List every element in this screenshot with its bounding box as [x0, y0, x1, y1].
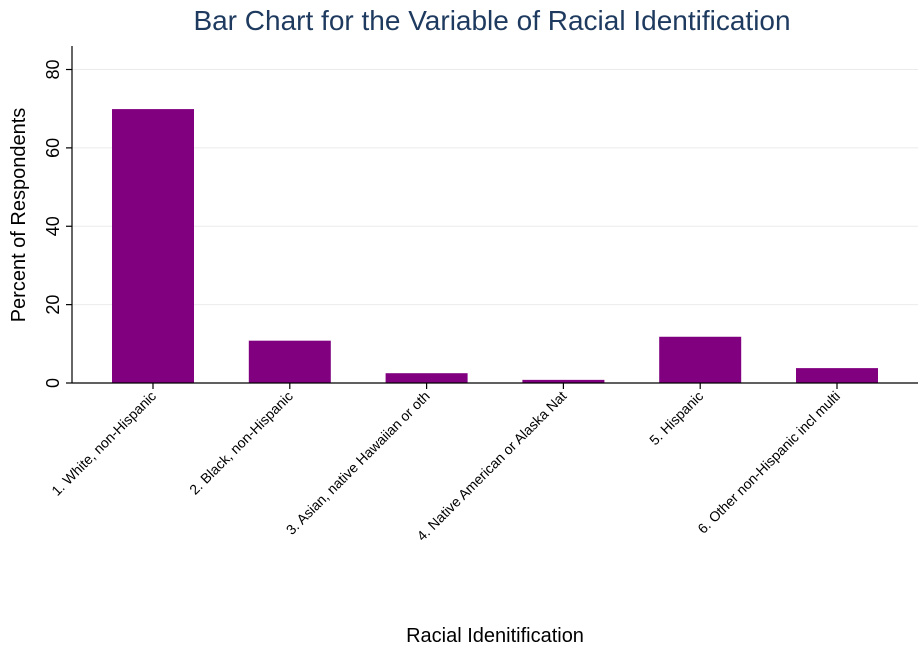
bar	[248, 340, 331, 383]
axes	[71, 46, 918, 384]
x-axis-label: Racial Idenitification	[406, 625, 584, 647]
bar	[385, 373, 468, 383]
y-tick-label: 60	[43, 138, 63, 158]
x-tick-label: 1. White, non-Hispanic	[48, 388, 159, 499]
y-tick-label: 20	[43, 295, 63, 315]
bar	[522, 379, 605, 383]
y-axis-label: Percent of Respondents	[8, 108, 30, 323]
bar	[796, 368, 878, 383]
x-tick-label: 6. Other non-Hispanic incl multi	[694, 388, 843, 537]
grid-lines	[72, 69, 918, 306]
x-tick-label: 2. Black, non-Hispanic	[186, 388, 296, 498]
bar	[112, 109, 194, 383]
y-tick-label: 40	[43, 216, 63, 236]
y-tick-label: 0	[43, 378, 63, 388]
chart-title: Bar Chart for the Variable of Racial Ide…	[193, 5, 790, 36]
x-ticks: 1. White, non-Hispanic 2. Black, non-Hisp…	[48, 383, 843, 544]
y-tick-label: 80	[43, 59, 63, 79]
x-tick-label: 3. Asian, native Hawaiian or oth	[283, 388, 433, 538]
x-tick-label: 5. Hispanic	[646, 388, 706, 448]
bars	[112, 109, 878, 383]
x-tick-label: 4. Native American or Alaska Nat	[413, 388, 569, 544]
y-ticks: 0 20 40 60 80	[43, 59, 72, 388]
bar	[659, 336, 742, 383]
